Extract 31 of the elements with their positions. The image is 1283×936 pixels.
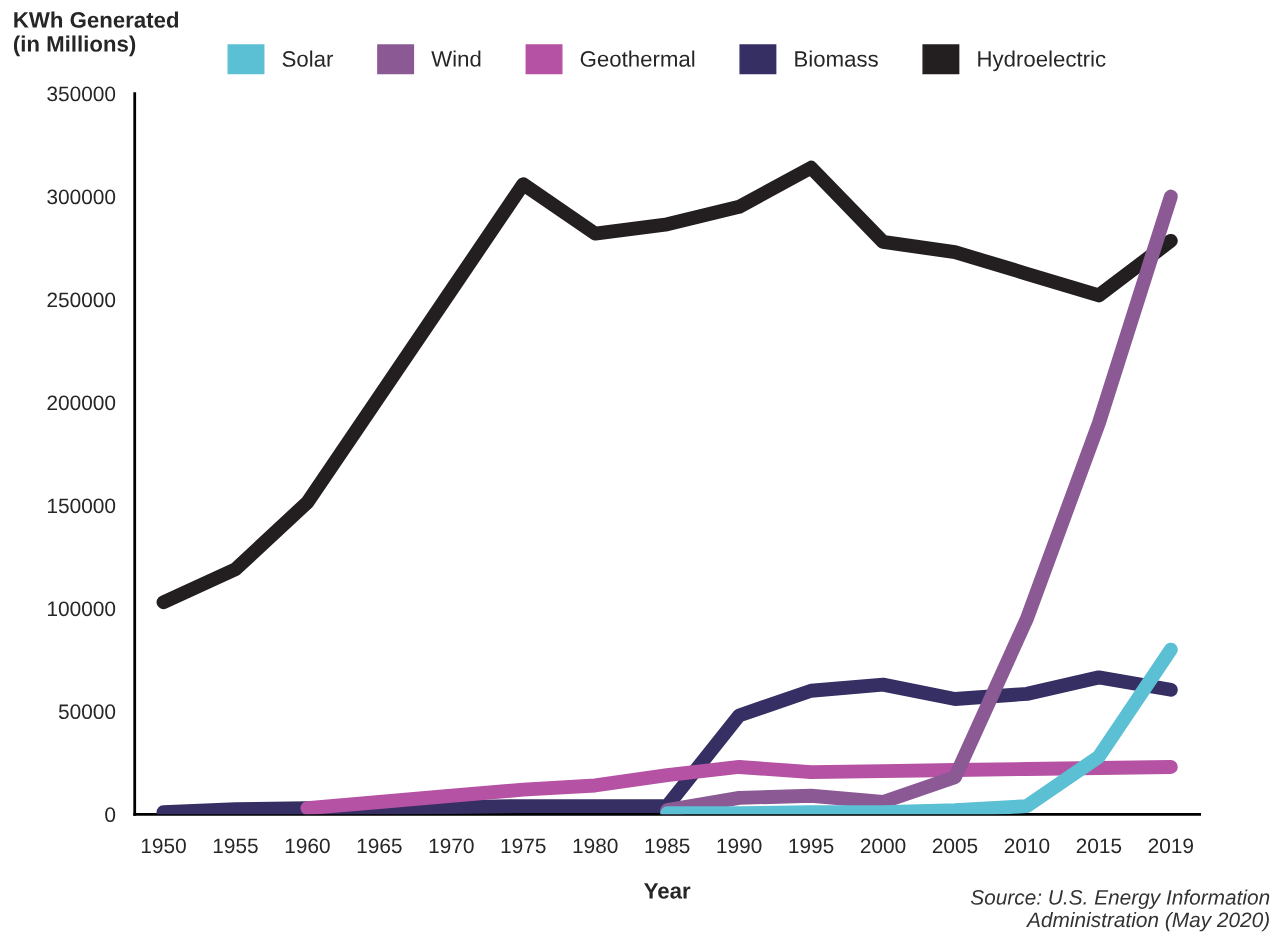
x-tick-label: 2000 (860, 838, 906, 854)
x-tick-label: 1950 (141, 838, 186, 854)
legend-label: Biomass (795, 50, 878, 67)
x-tick-label: 1965 (357, 838, 402, 854)
legend-label: Geothermal (580, 50, 695, 67)
x-tick-label: 1985 (645, 838, 690, 854)
y-tick-label: 250000 (47, 292, 116, 308)
legend-label: Wind (431, 50, 481, 67)
x-tick-label: 1980 (573, 838, 618, 854)
y-tick-label: 50000 (58, 704, 116, 720)
x-axis-title: Year (644, 883, 691, 899)
source-note: Source: U.S. Energy Information Administration (May 2020) (970, 889, 1270, 932)
x-tick-label: 1995 (789, 838, 834, 854)
y-tick-label: 200000 (47, 395, 116, 411)
x-tick-label: 1970 (429, 838, 474, 854)
y-tick-label: 0 (105, 807, 116, 823)
legend-label: Hydroelectric (978, 50, 1106, 72)
y-tick-label: 350000 (47, 86, 116, 102)
x-tick-label: 1960 (285, 838, 330, 854)
x-tick-label: 1955 (213, 838, 258, 854)
x-tick-label: 2005 (932, 838, 978, 854)
x-tick-label: 1990 (717, 838, 762, 854)
x-tick-label: 2015 (1076, 838, 1122, 854)
x-tick-label: 2019 (1148, 838, 1194, 854)
y-axis-title: KWh Generated (in Millions) (13, 11, 179, 57)
y-tick-label: 150000 (48, 498, 116, 514)
legend-label: Solar (282, 50, 334, 67)
y-tick-label: 300000 (47, 189, 116, 205)
x-tick-label: 1975 (501, 838, 546, 854)
x-tick-label: 2010 (1004, 838, 1050, 854)
y-tick-label: 100000 (48, 601, 116, 617)
